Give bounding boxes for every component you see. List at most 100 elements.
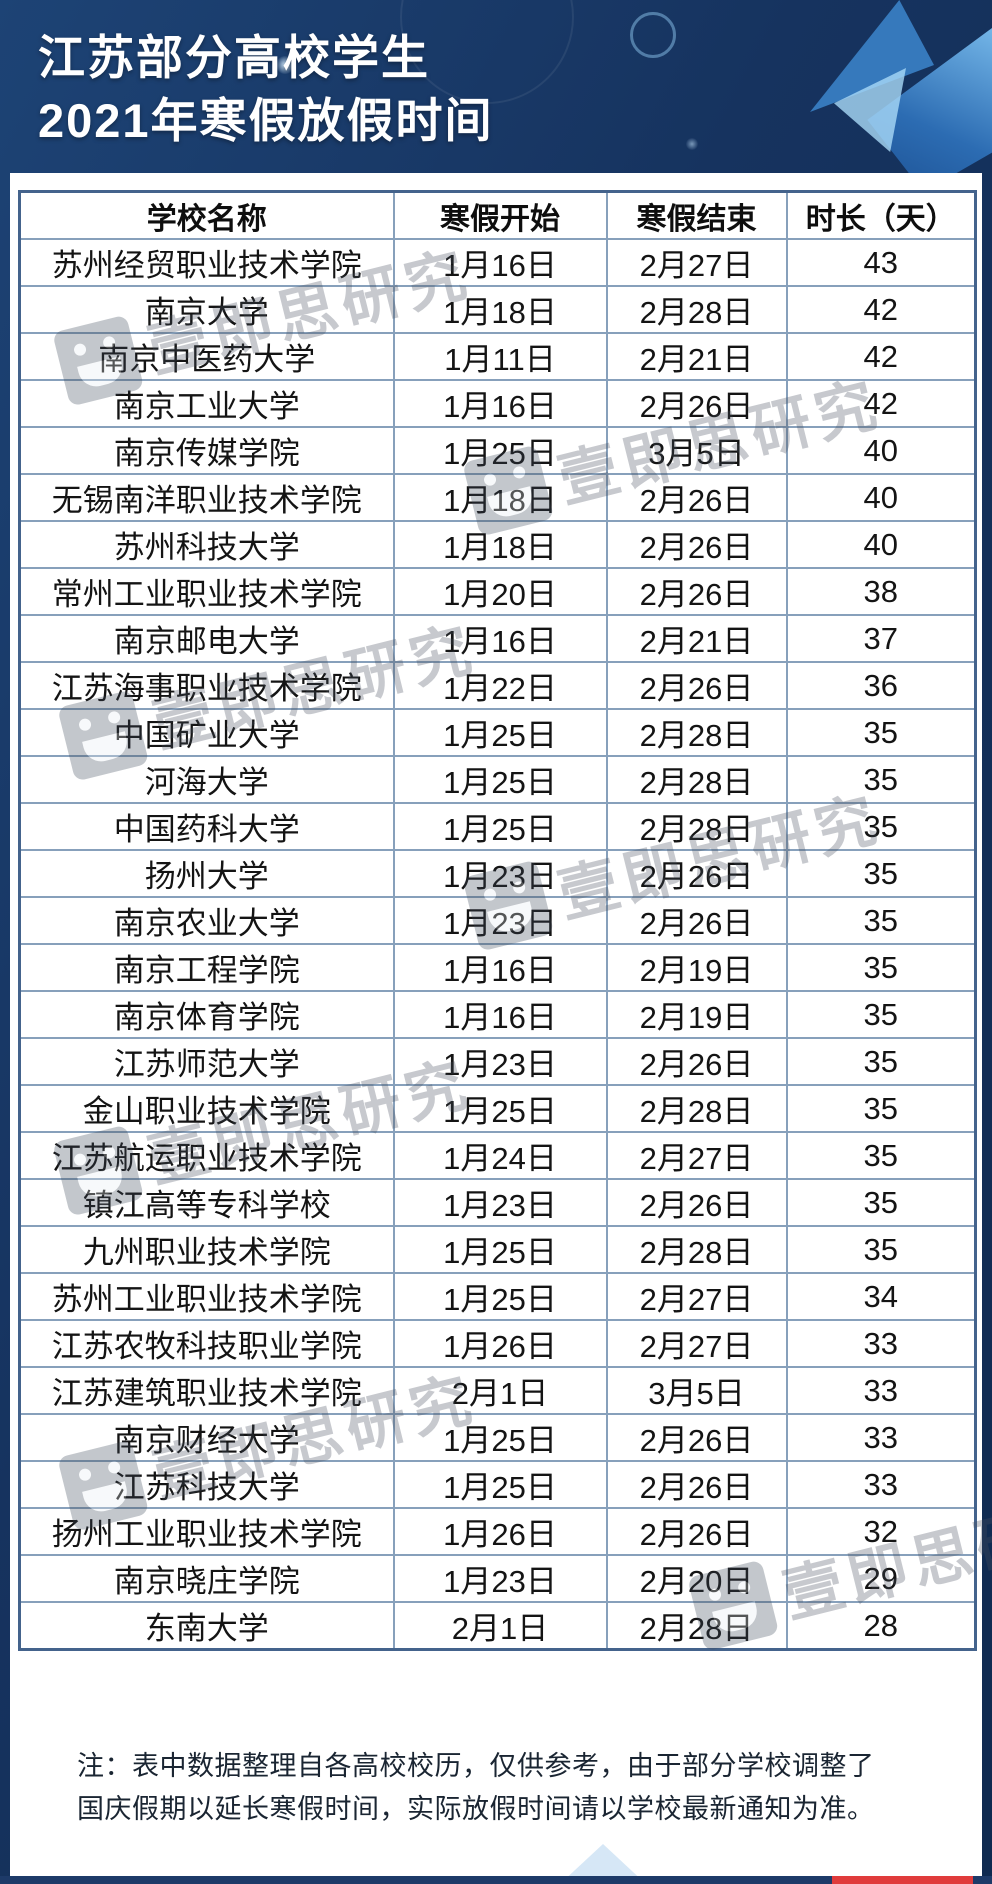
content-panel: 学校名称 寒假开始 寒假结束 时长（天） 苏州经贸职业技术学院 1月16日 2月27日 43… (10, 173, 982, 1876)
end-date-cell: 2月21日 (605, 614, 788, 663)
table-row: 南京工业大学 1月16日 2月26日 42 (18, 379, 977, 428)
duration-cell: 42 (785, 379, 977, 428)
table-body: 苏州经贸职业技术学院 1月16日 2月27日 43 南京大学 1月18日 2月28日 42 南京… (18, 238, 977, 1651)
school-name-cell: 河海大学 (18, 755, 395, 804)
start-date-cell: 1月16日 (392, 238, 608, 287)
duration-cell: 42 (785, 332, 977, 381)
table-row: 无锡南洋职业技术学院 1月18日 2月26日 40 (18, 473, 977, 522)
duration-cell: 35 (785, 1084, 977, 1133)
duration-cell: 40 (785, 426, 977, 475)
end-date-cell: 2月28日 (605, 285, 788, 334)
end-date-cell: 2月28日 (605, 755, 788, 804)
school-name-cell: 苏州科技大学 (18, 520, 395, 569)
end-date-cell: 2月26日 (605, 567, 788, 616)
duration-cell: 35 (785, 1225, 977, 1274)
table-row: 江苏建筑职业技术学院 2月1日 3月5日 33 (18, 1366, 977, 1415)
hero-header: 江苏部分高校学生 2021年寒假放假时间 (38, 26, 494, 152)
school-name-cell: 南京财经大学 (18, 1413, 395, 1462)
footnote-line-2: 国庆假期以延长寒假时间，实际放假时间请以学校最新通知为准。 (77, 1794, 875, 1824)
table-row: 南京工程学院 1月16日 2月19日 35 (18, 943, 977, 992)
table-row: 江苏农牧科技职业学院 1月26日 2月27日 33 (18, 1319, 977, 1368)
end-date-cell: 2月26日 (605, 1460, 788, 1509)
school-name-cell: 南京传媒学院 (18, 426, 395, 475)
end-date-cell: 3月5日 (605, 426, 788, 475)
table-row: 苏州经贸职业技术学院 1月16日 2月27日 43 (18, 238, 977, 287)
start-date-cell: 1月25日 (392, 1084, 608, 1133)
school-name-cell: 东南大学 (18, 1601, 395, 1651)
start-date-cell: 1月22日 (392, 661, 608, 710)
column-header: 学校名称 (18, 190, 395, 240)
duration-cell: 42 (785, 285, 977, 334)
duration-cell: 35 (785, 1037, 977, 1086)
duration-cell: 29 (785, 1554, 977, 1603)
duration-cell: 33 (785, 1366, 977, 1415)
school-name-cell: 南京晓庄学院 (18, 1554, 395, 1603)
end-date-cell: 2月26日 (605, 849, 788, 898)
school-name-cell: 南京工程学院 (18, 943, 395, 992)
start-date-cell: 1月16日 (392, 379, 608, 428)
duration-cell: 38 (785, 567, 977, 616)
duration-cell: 34 (785, 1272, 977, 1321)
end-date-cell: 2月26日 (605, 1178, 788, 1227)
duration-cell: 36 (785, 661, 977, 710)
table-row: 江苏师范大学 1月23日 2月26日 35 (18, 1037, 977, 1086)
duration-cell: 35 (785, 1178, 977, 1227)
duration-cell: 43 (785, 238, 977, 287)
table-row: 南京农业大学 1月23日 2月26日 35 (18, 896, 977, 945)
footnote-line-1: 注：表中数据整理自各高校校历，仅供参考，由于部分学校调整了 (77, 1751, 875, 1781)
school-name-cell: 南京农业大学 (18, 896, 395, 945)
end-date-cell: 2月26日 (605, 661, 788, 710)
end-date-cell: 2月28日 (605, 1084, 788, 1133)
duration-cell: 32 (785, 1507, 977, 1556)
start-date-cell: 1月25日 (392, 1413, 608, 1462)
table-row: 扬州大学 1月23日 2月26日 35 (18, 849, 977, 898)
table-row: 江苏科技大学 1月25日 2月26日 33 (18, 1460, 977, 1509)
table-row: 镇江高等专科学校 1月23日 2月26日 35 (18, 1178, 977, 1227)
start-date-cell: 1月18日 (392, 473, 608, 522)
duration-cell: 33 (785, 1460, 977, 1509)
school-name-cell: 九州职业技术学院 (18, 1225, 395, 1274)
table-row: 南京传媒学院 1月25日 3月5日 40 (18, 426, 977, 475)
start-date-cell: 1月16日 (392, 990, 608, 1039)
end-date-cell: 2月19日 (605, 990, 788, 1039)
school-name-cell: 南京工业大学 (18, 379, 395, 428)
end-date-cell: 2月28日 (605, 802, 788, 851)
table-row: 中国药科大学 1月25日 2月28日 35 (18, 802, 977, 851)
end-date-cell: 2月21日 (605, 332, 788, 381)
start-date-cell: 1月26日 (392, 1507, 608, 1556)
end-date-cell: 3月5日 (605, 1366, 788, 1415)
start-date-cell: 1月23日 (392, 1554, 608, 1603)
start-date-cell: 1月25日 (392, 802, 608, 851)
end-date-cell: 2月26日 (605, 1413, 788, 1462)
end-date-cell: 2月27日 (605, 1319, 788, 1368)
page-title-line-2: 2021年寒假放假时间 (38, 94, 494, 147)
duration-cell: 33 (785, 1413, 977, 1462)
school-name-cell: 无锡南洋职业技术学院 (18, 473, 395, 522)
table-row: 东南大学 2月1日 2月28日 28 (18, 1601, 977, 1651)
duration-cell: 35 (785, 755, 977, 804)
start-date-cell: 1月25日 (392, 1272, 608, 1321)
bottom-bar (0, 1876, 992, 1884)
column-header: 时长（天） (785, 190, 977, 240)
start-date-cell: 1月16日 (392, 614, 608, 663)
school-name-cell: 扬州工业职业技术学院 (18, 1507, 395, 1556)
start-date-cell: 1月11日 (392, 332, 608, 381)
duration-cell: 40 (785, 520, 977, 569)
school-name-cell: 常州工业职业技术学院 (18, 567, 395, 616)
school-name-cell: 南京中医药大学 (18, 332, 395, 381)
table-row: 南京大学 1月18日 2月28日 42 (18, 285, 977, 334)
red-accent-bar (832, 1876, 973, 1884)
end-date-cell: 2月26日 (605, 1037, 788, 1086)
start-date-cell: 1月18日 (392, 520, 608, 569)
school-name-cell: 南京邮电大学 (18, 614, 395, 663)
table-row: 常州工业职业技术学院 1月20日 2月26日 38 (18, 567, 977, 616)
start-date-cell: 1月25日 (392, 755, 608, 804)
duration-cell: 28 (785, 1601, 977, 1651)
start-date-cell: 2月1日 (392, 1601, 608, 1651)
duration-cell: 35 (785, 849, 977, 898)
school-name-cell: 镇江高等专科学校 (18, 1178, 395, 1227)
duration-cell: 35 (785, 990, 977, 1039)
duration-cell: 40 (785, 473, 977, 522)
end-date-cell: 2月19日 (605, 943, 788, 992)
end-date-cell: 2月26日 (605, 1507, 788, 1556)
